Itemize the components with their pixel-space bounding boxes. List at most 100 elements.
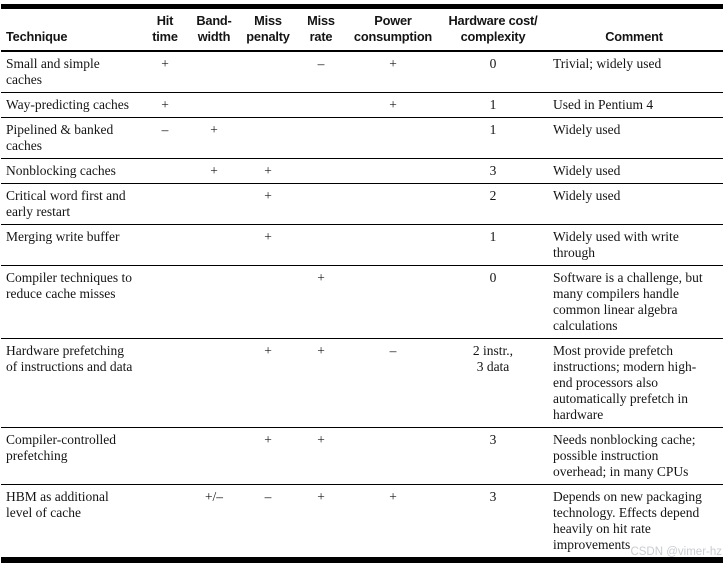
cell-comment: Trivial; widely used (553, 56, 662, 71)
cell-bandwidth (189, 224, 239, 266)
cell-technique: Small and simple caches (6, 56, 100, 87)
cell-power: – (345, 338, 441, 428)
cell-hit-time: – (141, 117, 189, 159)
cell-bandwidth: + (189, 117, 239, 159)
cell-technique: Compiler techniques to reduce cache miss… (1, 265, 141, 339)
cell-miss-rate (297, 92, 345, 118)
cell-hardware-cost: 1 (441, 92, 545, 118)
table-row-way-predicting-caches: Way-predicting caches + + 1 Used in Pent… (1, 92, 723, 118)
cell-miss-penalty (239, 51, 297, 93)
cell-comment: Widely used with write through (545, 224, 723, 266)
col-header-technique: Technique (1, 6, 141, 52)
cell-miss-penalty: – (239, 484, 297, 560)
cell-hit-time: + (161, 56, 169, 71)
cell-miss-penalty (239, 265, 297, 339)
col-header-miss-rate: Miss rate (297, 6, 345, 52)
cell-power (345, 183, 441, 225)
cell-power (345, 224, 441, 266)
table-row-compiler-controlled-prefetching: Compiler-controlled prefetching + + 3 Ne… (1, 427, 723, 485)
table-row-merging-write-buffer: Merging write buffer + 1 Widely used wit… (1, 224, 723, 266)
cell-hardware-cost: 3 (441, 484, 545, 560)
table-row-pipelined-banked-caches: Pipelined & banked caches – + 1 Widely u… (1, 117, 723, 159)
cell-bandwidth (189, 338, 239, 428)
col-header-comment: Comment (545, 6, 723, 52)
cell-hardware-cost: 0 (441, 265, 545, 339)
cell-hardware-cost: 3 (441, 158, 545, 184)
table-row-compiler-techniques: Compiler techniques to reduce cache miss… (1, 265, 723, 339)
cell-bandwidth: +/– (189, 484, 239, 560)
table-row-nonblocking-caches: Nonblocking caches + + 3 Widely used (1, 158, 723, 184)
cell-bandwidth (189, 51, 239, 93)
cell-power: + (345, 92, 441, 118)
cell-power (345, 427, 441, 485)
cell-hardware-cost: 0 (489, 56, 497, 71)
cell-hardware-cost: 3 (441, 427, 545, 485)
cell-comment: Depends on new packaging technology. Eff… (545, 484, 723, 560)
cache-optimization-table: Technique Hit time Band- width Miss pena… (1, 4, 723, 563)
cell-technique: Merging write buffer (1, 224, 141, 266)
cell-miss-rate: – (317, 56, 325, 71)
cell-hit-time (141, 338, 189, 428)
col-header-bandwidth: Band- width (189, 6, 239, 52)
cell-bandwidth: + (189, 158, 239, 184)
cell-miss-rate: + (297, 484, 345, 560)
cell-comment: Needs nonblocking cache; possible instru… (545, 427, 723, 485)
cell-bandwidth (189, 183, 239, 225)
cell-miss-penalty: + (239, 158, 297, 184)
cell-technique: Compiler-controlled prefetching (1, 427, 141, 485)
cell-hardware-cost: 2 instr., 3 data (441, 338, 545, 428)
table-row-critical-word-first: Critical word first and early restart + … (1, 183, 723, 225)
cell-power (345, 158, 441, 184)
cell-bandwidth (189, 427, 239, 485)
cell-hit-time (141, 224, 189, 266)
cell-technique: Critical word first and early restart (1, 183, 141, 225)
textbook-table-figure: Technique Hit time Band- width Miss pena… (0, 4, 727, 563)
cell-technique: Pipelined & banked caches (1, 117, 141, 159)
cell-power (345, 117, 441, 159)
cell-hardware-cost: 1 (441, 224, 545, 266)
cell-comment: Software is a challenge, but many compil… (545, 265, 723, 339)
cell-miss-rate: + (297, 265, 345, 339)
cell-hit-time (141, 484, 189, 560)
cell-hit-time: + (141, 92, 189, 118)
col-header-hit-time: Hit time (141, 6, 189, 52)
table-row-small-simple-caches: Small and simple caches + – + 0 Trivial;… (1, 51, 723, 93)
cell-miss-rate: + (297, 427, 345, 485)
cell-technique: Hardware prefetching of instructions and… (1, 338, 141, 428)
cell-hit-time (141, 183, 189, 225)
cell-miss-rate (297, 158, 345, 184)
cell-comment: Widely used (545, 117, 723, 159)
cell-power: + (345, 484, 441, 560)
cell-miss-rate (297, 224, 345, 266)
table-header: Technique Hit time Band- width Miss pena… (1, 6, 723, 52)
cell-comment: Most provide prefetch instructions; mode… (545, 338, 723, 428)
cell-power (345, 265, 441, 339)
cell-hit-time (141, 427, 189, 485)
cell-hardware-cost: 2 (441, 183, 545, 225)
cell-miss-penalty: + (239, 224, 297, 266)
cell-miss-penalty: + (239, 427, 297, 485)
cell-miss-penalty (239, 92, 297, 118)
cell-miss-penalty: + (239, 183, 297, 225)
table-row-hbm-cache: HBM as additional level of cache +/– – +… (1, 484, 723, 560)
cell-bandwidth (189, 265, 239, 339)
cell-comment: Widely used (545, 158, 723, 184)
cell-power: + (389, 56, 397, 71)
cell-technique: Nonblocking caches (1, 158, 141, 184)
table-row-hardware-prefetching: Hardware prefetching of instructions and… (1, 338, 723, 428)
cell-hit-time (141, 158, 189, 184)
cell-miss-rate: + (297, 338, 345, 428)
cell-comment: Widely used (545, 183, 723, 225)
header-row: Technique Hit time Band- width Miss pena… (1, 6, 723, 52)
cell-bandwidth (189, 92, 239, 118)
cell-miss-rate (297, 117, 345, 159)
table-body: Small and simple caches + – + 0 Trivial;… (1, 51, 723, 560)
cell-technique: Way-predicting caches (1, 92, 141, 118)
col-header-miss-penalty: Miss penalty (239, 6, 297, 52)
cell-miss-rate (297, 183, 345, 225)
col-header-power-consumption: Power consumption (345, 6, 441, 52)
cell-comment: Used in Pentium 4 (545, 92, 723, 118)
cell-technique: HBM as additional level of cache (1, 484, 141, 560)
cell-hit-time (141, 265, 189, 339)
cell-miss-penalty (239, 117, 297, 159)
